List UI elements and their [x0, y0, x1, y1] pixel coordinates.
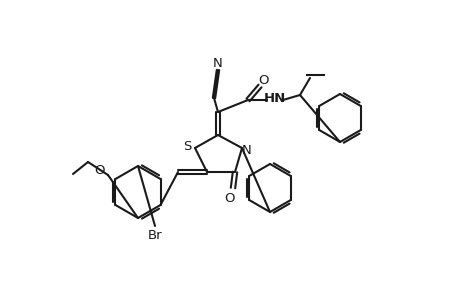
Text: N: N: [241, 143, 252, 157]
Text: O: O: [95, 164, 105, 176]
Text: HN: HN: [263, 92, 285, 104]
Text: Br: Br: [147, 230, 162, 242]
Text: S: S: [182, 140, 191, 154]
Text: O: O: [224, 191, 235, 205]
Text: O: O: [258, 74, 269, 86]
Text: N: N: [213, 56, 223, 70]
